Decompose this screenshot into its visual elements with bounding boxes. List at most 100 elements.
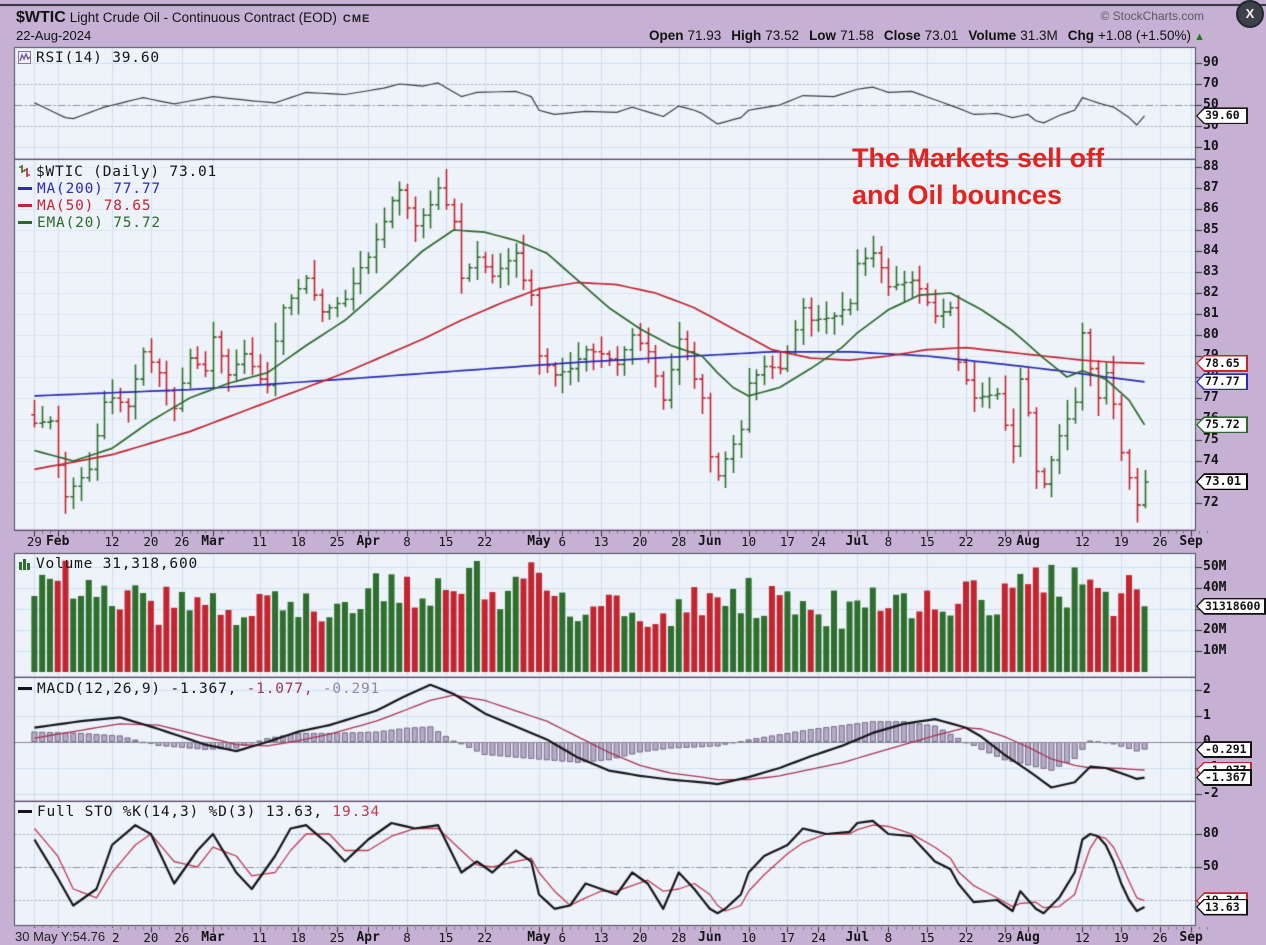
x-axis-label: Mar xyxy=(201,930,225,945)
x-axis-label: 28 xyxy=(671,930,687,945)
chart-header: $WTIC Light Crude Oil - Continuous Contra… xyxy=(16,9,370,27)
x-axis-label: 24 xyxy=(810,534,827,549)
x-axis-label: Jun xyxy=(698,930,722,945)
quote-row: Open 71.93 High 73.52 Low 71.58 Close 73.01 Volu… xyxy=(639,28,1205,43)
x-axis-label: 29 xyxy=(997,534,1013,549)
chart-title: Light Crude Oil - Continuous Contract (E… xyxy=(69,10,337,25)
axis-value-bubble-price: 75.72 xyxy=(1196,416,1248,434)
x-axis-label: 22 xyxy=(477,930,493,945)
legend-text: -0.291 xyxy=(313,681,381,697)
ma200-dash-icon xyxy=(18,187,32,190)
quote-label: Low xyxy=(809,28,837,43)
x-axis-label: 25 xyxy=(329,930,345,945)
ema20-legend-row: EMA(20) 75.72 xyxy=(18,215,217,232)
axis-value-bubble-macd: -1.367 xyxy=(1196,769,1252,787)
bars-icon xyxy=(19,559,30,570)
x-axis-label: 26 xyxy=(174,930,190,945)
x-axis-label: 17 xyxy=(779,930,795,945)
x-axis-label: Apr xyxy=(356,534,380,549)
legend-text: $WTIC (Daily) 73.01 xyxy=(36,164,218,180)
x-axis-label: 22 xyxy=(477,534,493,549)
quote-label: Chg xyxy=(1067,28,1094,43)
x-axis-label: 26 xyxy=(1152,930,1168,945)
legend-text: 19.34 xyxy=(322,804,381,820)
window-top-border xyxy=(0,4,1266,6)
y-axis-label: 86 xyxy=(1203,201,1219,216)
quote-label: Close xyxy=(883,28,921,43)
close-button[interactable]: X xyxy=(1236,0,1264,28)
axis-value-bubble-price: 78.65 xyxy=(1196,354,1248,372)
symbol-label: $WTIC xyxy=(16,9,66,26)
x-axis-label: Sep xyxy=(1179,534,1203,549)
zigzag-icon xyxy=(18,51,31,64)
x-axis-label: 29 xyxy=(26,534,42,549)
x-axis-label: 20 xyxy=(632,930,648,945)
quote-value: 71.93 xyxy=(687,28,722,43)
annotation-line2: and Oil bounces xyxy=(852,180,1063,210)
x-axis-label: Mar xyxy=(201,534,225,549)
ema20-dash-icon xyxy=(18,221,32,224)
x-axis-label: 13 xyxy=(593,534,609,549)
x-axis-label: 20 xyxy=(632,534,648,549)
x-axis-label: Aug xyxy=(1016,534,1040,549)
x-axis-label: Aug xyxy=(1016,930,1040,945)
quote-label: Volume xyxy=(968,28,1017,43)
price-legend-row: $WTIC (Daily) 73.01 xyxy=(18,164,217,181)
y-axis-label: 2 xyxy=(1203,682,1211,697)
axis-value-bubble-volume: 31318600 xyxy=(1196,597,1266,615)
x-axis-label: Jun xyxy=(698,534,722,549)
y-axis-label: 10M xyxy=(1203,643,1227,658)
y-axis-label: 70 xyxy=(1203,76,1219,91)
quote-value: 71.58 xyxy=(840,28,874,43)
x-axis-label: 24 xyxy=(810,930,827,945)
x-axis-label: 8 xyxy=(403,930,411,945)
crosshair-readout: 30 May Y:54.76 xyxy=(13,928,114,945)
axis-value-bubble-rsi: 39.60 xyxy=(1196,107,1248,125)
y-axis-label: 85 xyxy=(1203,222,1219,237)
legend-text: MA(200) 77.77 xyxy=(37,181,161,197)
x-axis-label: 17 xyxy=(779,534,795,549)
quote-label: High xyxy=(731,28,762,43)
y-axis-label: 75 xyxy=(1203,432,1219,447)
legend-text: RSI(14) 39.60 xyxy=(36,50,160,66)
y-axis-label: 84 xyxy=(1203,243,1219,258)
x-axis-label: 15 xyxy=(438,534,454,549)
ma50-legend-row: MA(50) 78.65 xyxy=(18,198,217,215)
legend-text: Full STO %K(14,3) %D(3) 13.63, xyxy=(37,804,323,820)
change-up-arrow-icon: ▲ xyxy=(1191,31,1205,43)
annotation-line1: The Markets sell off xyxy=(852,143,1105,173)
x-axis-label: May xyxy=(527,930,551,945)
sto-dash-icon xyxy=(18,810,32,813)
chart-date: 22-Aug-2024 xyxy=(16,28,92,43)
macd-dash-icon xyxy=(18,687,32,690)
legend-text: EMA(20) 75.72 xyxy=(37,215,161,231)
x-axis-label: 11 xyxy=(252,930,268,945)
x-axis-label: 15 xyxy=(438,930,454,945)
x-axis-label: 22 xyxy=(958,534,974,549)
x-axis-label: 12 xyxy=(1074,930,1090,945)
x-axis-label: 22 xyxy=(958,930,974,945)
y-axis-label: 20M xyxy=(1203,622,1227,637)
sto-legend: Full STO %K(14,3) %D(3) 13.63, 19.34 xyxy=(18,804,380,820)
x-axis-label: 20 xyxy=(143,930,159,945)
x-axis-label: 19 xyxy=(1113,534,1129,549)
legend-text: MA(50) 78.65 xyxy=(37,198,152,214)
x-axis-label: 6 xyxy=(558,534,567,549)
x-axis-label: 12 xyxy=(1074,534,1090,549)
x-axis-label: 25 xyxy=(329,534,345,549)
x-axis-label: 19 xyxy=(1113,930,1129,945)
quote-value: 73.01 xyxy=(924,28,959,43)
volume-legend: Volume 31,318,600 xyxy=(18,556,198,572)
y-axis-label: 50M xyxy=(1203,559,1227,574)
axis-value-bubble-price: 73.01 xyxy=(1196,473,1248,491)
x-axis-label: 13 xyxy=(593,930,609,945)
x-axis-label: May xyxy=(527,534,551,549)
x-axis-label: Sep xyxy=(1179,930,1203,945)
y-axis-label: 50 xyxy=(1203,859,1219,874)
axis-value-bubble-macd: -0.291 xyxy=(1196,741,1252,759)
quote-value: 73.52 xyxy=(765,28,800,43)
x-axis-label: Apr xyxy=(356,930,380,945)
price-legend: $WTIC (Daily) 73.01 MA(200) 77.77 MA(50)… xyxy=(18,164,217,232)
x-axis-label: 29 xyxy=(997,930,1013,945)
